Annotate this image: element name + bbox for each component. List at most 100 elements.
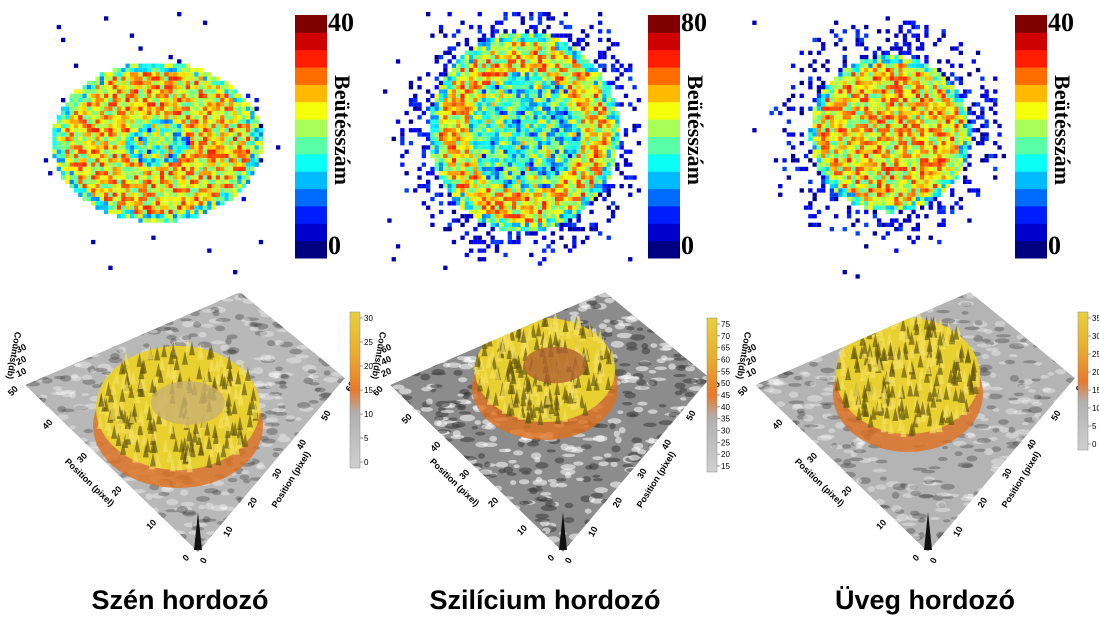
heatmap-pixel [83, 107, 87, 111]
heatmap-pixel [516, 175, 520, 179]
heatmap-pixel [216, 201, 220, 205]
heatmap-pixel [512, 210, 516, 214]
colorbar-step [295, 119, 327, 137]
surface-texture [67, 449, 75, 456]
heatmap-pixel [91, 89, 95, 93]
heatmap-pixel [173, 175, 177, 179]
heatmap-pixel [156, 150, 160, 154]
heatmap-pixel [186, 193, 190, 197]
heatmap-pixel [568, 180, 572, 184]
surface-texture [659, 404, 667, 407]
heatmap-pixel [199, 128, 203, 132]
heatmap-pixel [117, 175, 121, 179]
heatmap-pixel [147, 115, 151, 119]
heatmap-pixel [160, 102, 164, 106]
heatmap-pixel [443, 89, 447, 93]
heatmap-pixel [177, 150, 181, 154]
x-tick-label: 40 [295, 438, 309, 452]
heatmap-pixel [224, 115, 228, 119]
heatmap-pixel [568, 98, 572, 102]
heatmap-pixel [559, 51, 563, 55]
heatmap-pixel [186, 68, 190, 72]
heatmap-pixel [482, 85, 486, 89]
heatmap-pixel [448, 167, 452, 171]
heatmap-pixel [589, 184, 593, 188]
heatmap-pixel [246, 175, 250, 179]
heatmap-pixel [478, 206, 482, 210]
heatmap-pixel [435, 193, 439, 197]
heatmap-pixel [589, 171, 593, 175]
heatmap-pixel [181, 68, 185, 72]
surface-texture [58, 516, 73, 520]
heatmap-pixel [512, 201, 516, 205]
surface-texture [273, 303, 288, 306]
heatmap-pixel [529, 171, 533, 175]
heatmap-pixel [564, 85, 568, 89]
heatmap-pixel [516, 180, 520, 184]
heatmap-pixel [542, 175, 546, 179]
heatmap-pixel [499, 64, 503, 68]
heatmap-pixel [83, 111, 87, 115]
surface-texture [241, 518, 251, 523]
heatmap-pixel [87, 188, 91, 192]
heatmap-pixel [203, 132, 207, 136]
heatmap-pixel [469, 72, 473, 76]
heatmap-pixel [482, 214, 486, 218]
heatmap-pixel [250, 120, 254, 124]
heatmap-pixel [542, 128, 546, 132]
heatmap-pixel [74, 132, 78, 136]
heatmap-pixel [100, 102, 104, 106]
heatmap-pixel [460, 206, 464, 210]
heatmap-pixel [460, 128, 464, 132]
surface-texture [279, 313, 294, 319]
heatmap-pixel [70, 124, 74, 128]
heatmap-pixel [534, 223, 538, 227]
heatmap-pixel [229, 128, 233, 132]
heatmap-pixel [555, 218, 559, 222]
heatmap-pixel [491, 167, 495, 171]
heatmap-pixel [83, 171, 87, 175]
heatmap-pixel [482, 115, 486, 119]
heatmap-pixel [512, 46, 516, 50]
heatmap-pixel [559, 21, 563, 25]
heatmap-pixel [186, 188, 190, 192]
heatmap-pixel [190, 154, 194, 158]
heatmap-pixel [186, 81, 190, 85]
heatmap-pixel [555, 68, 559, 72]
heatmap-pixel [95, 132, 99, 136]
heatmap-pixel [143, 171, 147, 175]
heatmap-pixel [486, 42, 490, 46]
heatmap-pixel [542, 214, 546, 218]
heatmap-pixel [430, 115, 434, 119]
heatmap-pixel [224, 158, 228, 162]
heatmap-pixel [589, 85, 593, 89]
heatmap-pixel [87, 137, 91, 141]
heatmap-pixel [577, 206, 581, 210]
heatmap-pixel [486, 102, 490, 106]
heatmap-pixel [426, 206, 430, 210]
heatmap-pixel [104, 102, 108, 106]
heatmap-pixel [594, 167, 598, 171]
heatmap-pixel [564, 25, 568, 29]
surface-texture [403, 433, 412, 438]
heatmap-pixel [207, 197, 211, 201]
heatmap-pixel [607, 107, 611, 111]
heatmap-pixel [242, 175, 246, 179]
surface-texture [138, 527, 145, 531]
heatmap-pixel [598, 132, 602, 136]
heatmap-pixel [95, 94, 99, 98]
heatmap-pixel [246, 141, 250, 145]
surface-texture [400, 461, 410, 464]
heatmap-pixel [108, 150, 112, 154]
heatmap-pixel [512, 240, 516, 244]
heatmap-pixel [164, 124, 168, 128]
heatmap-pixel [551, 59, 555, 63]
heatmap-pixel [207, 184, 211, 188]
heatmap-pixel [164, 206, 168, 210]
heatmap-pixel [568, 223, 572, 227]
heatmap-pixel [564, 98, 568, 102]
heatmap-pixel [585, 145, 589, 149]
heatmap-pixel [169, 120, 173, 124]
heatmap-pixel [602, 68, 606, 72]
heatmap-pixel [568, 68, 572, 72]
